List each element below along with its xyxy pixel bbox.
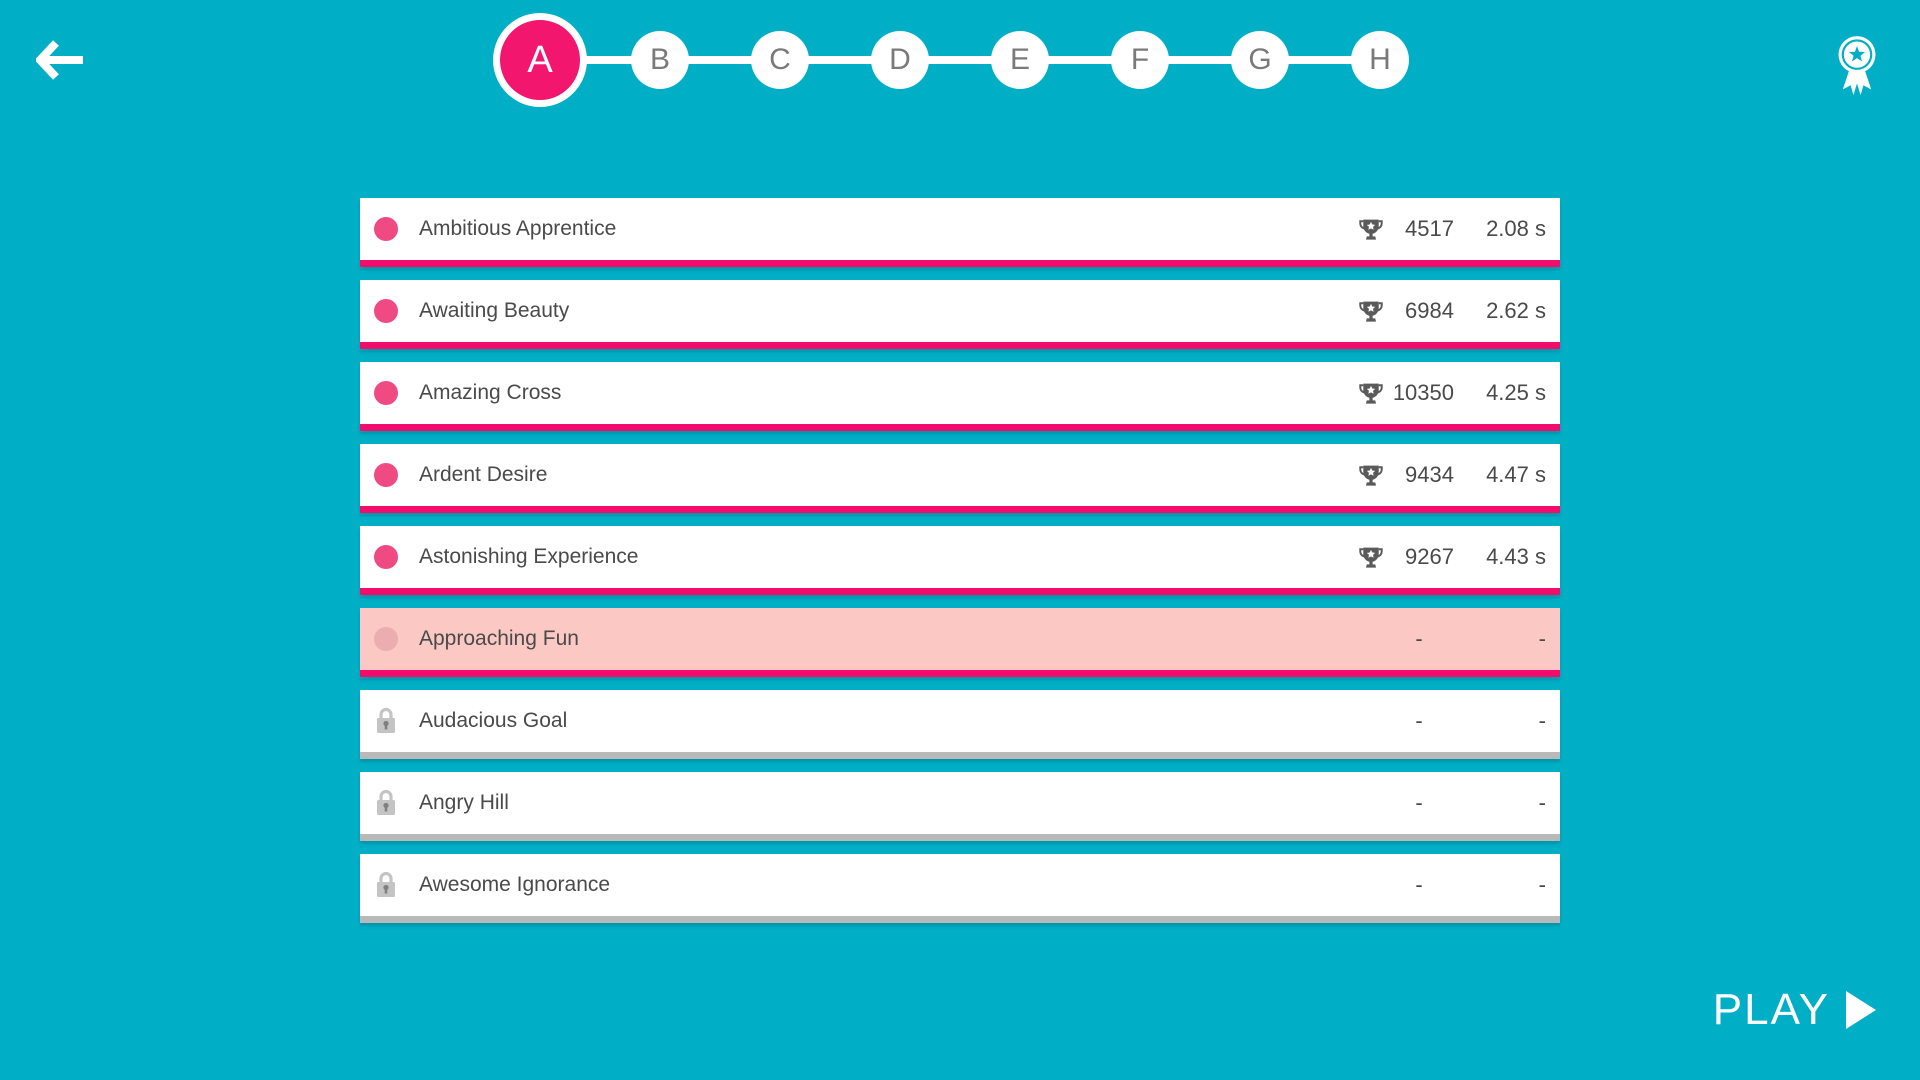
level-name: Awaiting Beauty (419, 299, 570, 322)
trophy-icon (1359, 219, 1383, 240)
level-status-slot (373, 787, 399, 819)
level-status-slot (373, 623, 399, 655)
level-best-time: - (1538, 626, 1546, 651)
stepper-world-label: G (1248, 43, 1272, 76)
level-best-time: - (1538, 790, 1546, 815)
trophy-slot (1358, 462, 1384, 488)
level-best-time: 2.62 s (1486, 298, 1546, 323)
level-status-slot (373, 869, 399, 901)
stepper-world-label: H (1369, 43, 1391, 76)
level-name: Ambitious Apprentice (419, 217, 617, 240)
stepper-world-b[interactable]: B (631, 31, 689, 89)
level-name: Astonishing Experience (419, 545, 639, 568)
play-button[interactable]: PLAY (1713, 988, 1876, 1032)
level-score: - (1415, 790, 1423, 815)
achievements-button[interactable] (1834, 34, 1880, 98)
stepper-world-e[interactable]: E (991, 31, 1049, 89)
unlocked-level-dot-icon (374, 299, 398, 323)
level-score: 9267 (1405, 544, 1454, 569)
level-name: Approaching Fun (419, 627, 579, 650)
level-name: Ardent Desire (419, 463, 548, 486)
play-button-label: PLAY (1712, 985, 1830, 1034)
trophy-slot (1358, 380, 1384, 406)
unlocked-level-dot-icon (374, 217, 398, 241)
level-score: 10350 (1392, 380, 1454, 405)
level-best-time: 4.47 s (1486, 462, 1546, 487)
level-row[interactable]: Amazing Cross 10350 4.25 s (360, 362, 1560, 431)
level-list: Ambitious Apprentice 4517 2.08 s Awaiting B… (360, 198, 1560, 936)
level-row[interactable]: Astonishing Experience 9267 4.43 s (360, 526, 1560, 595)
level-status-slot (373, 705, 399, 737)
lock-icon (377, 871, 395, 897)
stepper-world-d[interactable]: D (871, 31, 929, 89)
unlocked-level-dot-icon (374, 463, 398, 487)
stepper-world-g[interactable]: G (1231, 31, 1289, 89)
level-name: Awesome Ignorance (419, 873, 611, 896)
level-row[interactable]: Ambitious Apprentice 4517 2.08 s (360, 198, 1560, 267)
level-row: Audacious Goal - - (360, 690, 1560, 759)
level-score: 6984 (1405, 298, 1454, 323)
play-triangle-icon (1846, 991, 1876, 1029)
level-status-slot (373, 377, 399, 409)
level-status-slot (373, 295, 399, 327)
stepper-world-label: F (1130, 43, 1150, 76)
stepper-world-a[interactable]: A (493, 13, 587, 107)
level-best-time: - (1538, 872, 1546, 897)
trophy-icon (1359, 547, 1383, 568)
stepper-world-label: B (649, 43, 670, 76)
trophy-slot (1358, 544, 1384, 570)
level-score: 4517 (1405, 216, 1454, 241)
level-score: - (1415, 626, 1423, 651)
level-row[interactable]: Approaching Fun - - (360, 608, 1560, 677)
level-row[interactable]: Ardent Desire 9434 4.47 s (360, 444, 1560, 513)
level-name: Audacious Goal (419, 709, 568, 732)
level-row: Angry Hill - - (360, 772, 1560, 841)
level-best-time: 4.43 s (1486, 544, 1546, 569)
level-status-slot (373, 459, 399, 491)
level-row[interactable]: Awaiting Beauty 6984 2.62 s (360, 280, 1560, 349)
stepper-world-label: D (889, 43, 911, 76)
back-button[interactable] (34, 40, 92, 84)
stepper-world-f[interactable]: F (1111, 31, 1169, 89)
stepper-world-label: C (769, 43, 791, 76)
level-name: Amazing Cross (419, 381, 562, 404)
current-level-dot-icon (374, 627, 398, 651)
stepper-world-c[interactable]: C (751, 31, 809, 89)
stepper-world-label: E (1009, 43, 1030, 76)
level-status-slot (373, 213, 399, 245)
lock-icon (377, 789, 395, 815)
trophy-icon (1359, 465, 1383, 486)
trophy-icon (1359, 383, 1383, 404)
arrow-left-icon (34, 40, 83, 80)
level-name: Angry Hill (419, 791, 509, 814)
stepper-world-label: A (527, 38, 553, 81)
level-status-slot (373, 541, 399, 573)
stepper-connector-line (540, 56, 1380, 64)
level-score: - (1415, 708, 1423, 733)
level-score: - (1415, 872, 1423, 897)
level-row: Awesome Ignorance - - (360, 854, 1560, 923)
level-best-time: 2.08 s (1486, 216, 1546, 241)
level-best-time: - (1538, 708, 1546, 733)
level-best-time: 4.25 s (1486, 380, 1546, 405)
level-score: 9434 (1405, 462, 1454, 487)
trophy-slot (1358, 298, 1384, 324)
trophy-icon (1359, 301, 1383, 322)
trophy-slot (1358, 216, 1384, 242)
unlocked-level-dot-icon (374, 381, 398, 405)
unlocked-level-dot-icon (374, 545, 398, 569)
lock-icon (377, 707, 395, 733)
stepper-world-h[interactable]: H (1351, 31, 1409, 89)
award-ribbon-icon (1838, 36, 1876, 96)
